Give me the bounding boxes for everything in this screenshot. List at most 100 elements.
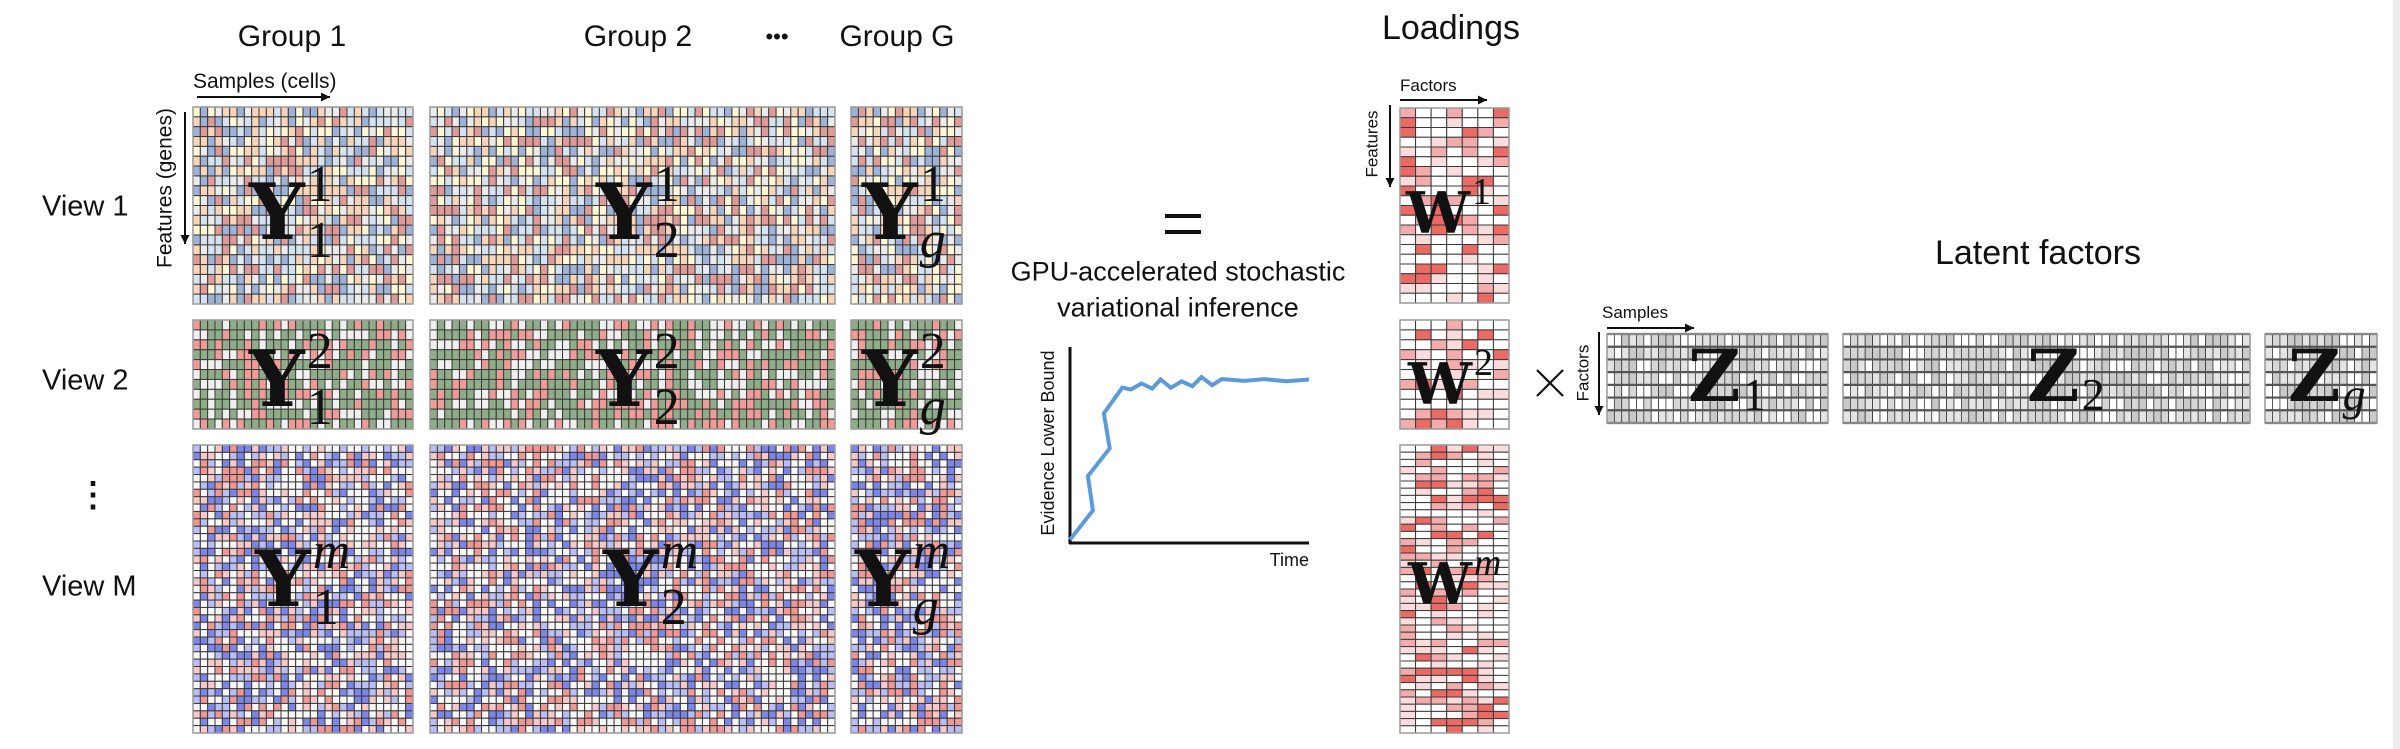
matrix-cell — [429, 126, 438, 138]
matrix-cell — [797, 488, 807, 498]
matrix-cell — [569, 398, 578, 410]
matrix-cell — [444, 398, 453, 410]
matrix-cell — [339, 481, 348, 490]
matrix-cell — [280, 136, 289, 147]
matrix-cell — [324, 710, 333, 719]
matrix-cell — [525, 474, 534, 483]
matrix-cell — [753, 205, 762, 216]
matrix-cell — [458, 244, 468, 256]
matrix-cell — [768, 116, 777, 128]
matrix-cell — [503, 481, 512, 490]
matrix-cell — [405, 673, 414, 682]
matrix-cell — [902, 126, 911, 138]
matrix-cell — [405, 136, 414, 147]
matrix-cell — [775, 195, 784, 206]
matrix-cell — [569, 466, 578, 476]
matrix-cell — [361, 688, 370, 697]
matrix-cell — [503, 339, 512, 351]
matrix-cell — [353, 555, 363, 564]
matrix-cell — [954, 349, 963, 361]
matrix-cell — [361, 273, 370, 285]
matrix-cell — [591, 273, 600, 285]
matrix-cell — [324, 643, 333, 653]
matrix-cell — [488, 349, 497, 361]
matrix-cell — [576, 398, 586, 410]
matrix-cell — [547, 254, 556, 266]
matrix-cell — [214, 116, 223, 128]
matrix-cell — [214, 547, 223, 557]
matrix-cell — [768, 106, 777, 118]
matrix-cell — [679, 496, 689, 505]
matrix-cell — [805, 474, 814, 483]
matrix-cell — [405, 264, 414, 275]
matrix-cell — [214, 264, 223, 275]
matrix-cell — [775, 378, 784, 390]
matrix-cell — [606, 466, 615, 476]
matrix-cell — [812, 283, 821, 295]
matrix-cell — [650, 283, 659, 295]
matrix-cell — [782, 466, 792, 476]
matrix-cell — [243, 592, 253, 601]
matrix-cell — [466, 319, 475, 331]
matrix-cell — [383, 106, 392, 118]
matrix-cell — [375, 155, 385, 167]
matrix-cell — [383, 629, 392, 638]
matrix-cell — [473, 518, 483, 527]
matrix-cell — [207, 459, 216, 468]
matrix-cell — [495, 205, 505, 216]
matrix-cell — [207, 264, 216, 275]
matrix-cell — [405, 636, 414, 645]
matrix-cell — [375, 717, 385, 727]
matrix-cell — [466, 224, 475, 236]
matrix-cell — [295, 459, 304, 468]
matrix-cell — [390, 474, 399, 483]
matrix-cell — [819, 518, 829, 527]
matrix-cell — [672, 116, 681, 128]
matrix-cell — [199, 510, 209, 520]
matrix-cell — [429, 155, 438, 167]
matrix-cell — [397, 481, 407, 490]
matrix-cell — [309, 496, 319, 505]
matrix-cell — [924, 126, 933, 138]
matrix-cell — [716, 319, 726, 331]
matrix-cell — [451, 224, 460, 236]
matrix-cell — [436, 254, 446, 266]
matrix-cell — [199, 606, 209, 616]
matrix-cell — [405, 349, 414, 361]
matrix-cell — [192, 695, 201, 704]
matrix-cell — [466, 175, 475, 187]
matrix-cell — [716, 444, 726, 453]
matrix-cell — [628, 503, 637, 512]
matrix-cell — [324, 273, 333, 285]
matrix-cell — [857, 126, 867, 138]
matrix-cell — [488, 503, 497, 512]
matrix-cell — [444, 369, 453, 380]
matrix-cell — [887, 283, 896, 295]
matrix-cell — [812, 496, 821, 505]
matrix-cell — [265, 643, 275, 653]
matrix-cell — [797, 503, 807, 512]
matrix-cell — [613, 155, 622, 167]
matrix-cell — [576, 165, 586, 177]
matrix-cell — [317, 680, 326, 690]
matrix-cell — [405, 510, 414, 520]
matrix-cell — [273, 293, 282, 305]
matrix-cell — [525, 408, 534, 420]
matrix-cell — [539, 474, 549, 483]
matrix-cell — [214, 695, 223, 704]
matrix-cell — [591, 496, 600, 505]
matrix-cell — [731, 459, 740, 468]
matrix-cell — [481, 319, 490, 331]
matrix-cell — [909, 319, 919, 331]
matrix-cell — [510, 518, 519, 527]
matrix-cell — [346, 629, 355, 638]
matrix-cell — [473, 488, 483, 498]
matrix-cell — [390, 518, 399, 527]
matrix-cell — [258, 264, 267, 275]
matrix-cell — [397, 273, 407, 285]
matrix-cell — [488, 378, 497, 390]
matrix-cell — [207, 525, 216, 535]
matrix-cell — [672, 510, 681, 520]
matrix-cell — [797, 293, 807, 305]
matrix-cell — [397, 717, 407, 727]
